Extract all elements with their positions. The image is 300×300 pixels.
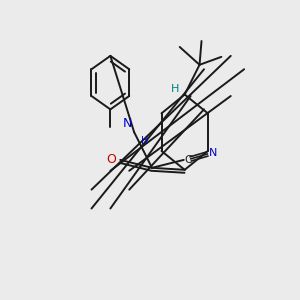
Text: C: C — [185, 155, 192, 165]
Text: N: N — [208, 148, 217, 158]
Text: O: O — [106, 153, 116, 167]
Text: N: N — [123, 117, 132, 130]
Text: H: H — [141, 136, 148, 146]
Text: H: H — [171, 83, 180, 94]
